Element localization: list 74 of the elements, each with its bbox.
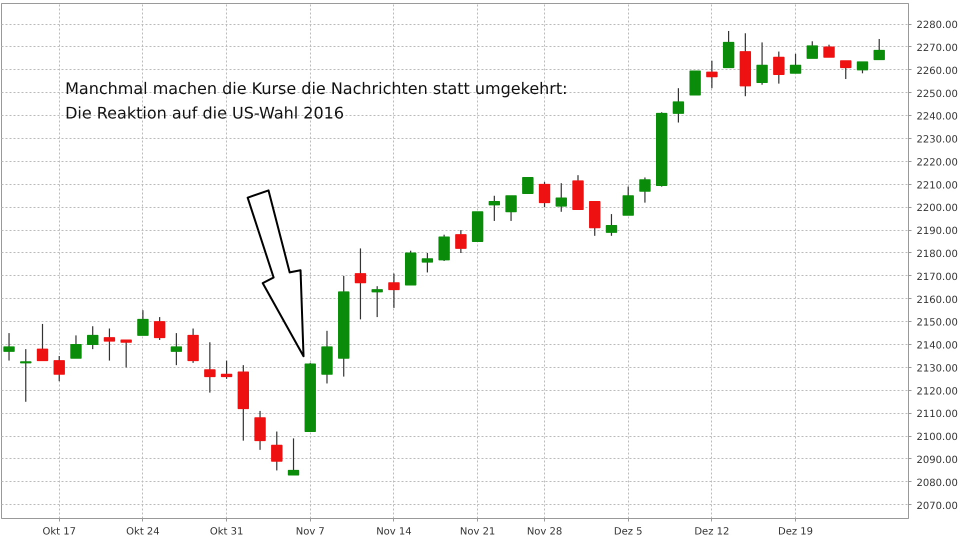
x-tick-label: Dez 12 (694, 526, 730, 538)
y-tick-label: 2090.00 (916, 454, 958, 466)
candlestick (220, 360, 232, 380)
candlestick (639, 176, 651, 204)
y-tick-label: 2120.00 (916, 386, 958, 398)
candlestick (354, 248, 366, 320)
candlestick (790, 53, 802, 74)
annotation: Die Reaktion auf die US-Wahl 2016 (65, 104, 344, 123)
candlestick (622, 186, 634, 216)
x-tick-label: Dez 5 (614, 526, 643, 538)
candlestick (773, 50, 784, 84)
candlestick (20, 348, 32, 402)
candlestick (87, 326, 98, 350)
x-tick-label: Okt 31 (210, 526, 244, 538)
y-tick-label: 2180.00 (916, 248, 958, 260)
y-tick-label: 2250.00 (916, 88, 958, 100)
candlestick (54, 355, 65, 382)
candlestick (137, 310, 149, 336)
candlestick (556, 182, 567, 212)
candlestick (488, 195, 500, 222)
candlestick (372, 286, 383, 318)
candlestick (36, 323, 48, 362)
candlestick (856, 61, 868, 74)
candlestick (438, 234, 450, 262)
annotation: Manchmal machen die Kurse die Nachrichten statt umgekehrt: (65, 78, 568, 98)
candlestick (806, 40, 818, 60)
y-tick-label: 2270.00 (916, 42, 958, 54)
x-tick-label: Dez 19 (778, 526, 814, 538)
y-tick-label: 2280.00 (916, 20, 958, 32)
candlestick (505, 195, 517, 222)
candlestick (823, 44, 835, 58)
y-tick-label: 2240.00 (916, 112, 958, 123)
x-tick-label: Nov 14 (376, 526, 412, 538)
x-tick-label: Nov 28 (526, 526, 562, 538)
x-tick-label: Nov 7 (296, 526, 325, 538)
candlestick (672, 88, 684, 124)
candlestick (522, 176, 534, 194)
candlestick (538, 181, 550, 208)
candlestick (606, 213, 618, 236)
candlestick (271, 430, 282, 472)
x-tick-label: Nov 21 (460, 526, 496, 538)
candlestick (104, 328, 116, 362)
candlestick (706, 60, 718, 89)
y-tick-label: 2230.00 (916, 134, 958, 146)
y-tick-label: 2200.00 (916, 203, 958, 214)
candlestick (388, 272, 400, 309)
candlestick (840, 60, 852, 80)
y-tick-label: 2130.00 (916, 363, 958, 374)
candlestick (204, 342, 216, 394)
y-tick-label: 2260.00 (916, 66, 958, 77)
y-tick-label: 2110.00 (916, 409, 958, 420)
y-tick-label: 2150.00 (916, 318, 958, 329)
candlestick (120, 339, 132, 368)
x-tick-label: Okt 17 (42, 526, 76, 538)
y-tick-label: 2190.00 (916, 226, 958, 238)
y-tick-label: 2160.00 (916, 294, 958, 306)
candlestick (254, 410, 266, 450)
candlestick (874, 38, 885, 60)
y-tick-label: 2140.00 (916, 340, 958, 352)
candlestick (455, 230, 467, 254)
y-tick-label: 2170.00 (916, 272, 958, 283)
candlestick (756, 42, 768, 86)
y-tick-label: 2210.00 (916, 180, 958, 192)
candlestick (422, 252, 434, 274)
y-tick-label: 2220.00 (916, 157, 958, 168)
candlestick (154, 316, 166, 341)
candlestick (288, 438, 300, 476)
y-tick-label: 2070.00 (916, 500, 958, 512)
y-tick-label: 2080.00 (916, 478, 958, 489)
y-tick-label: 2100.00 (916, 432, 958, 444)
candlestick (70, 334, 82, 359)
candlestick (170, 332, 182, 366)
x-tick-label: Okt 24 (126, 526, 160, 538)
candlestick (3, 332, 15, 362)
